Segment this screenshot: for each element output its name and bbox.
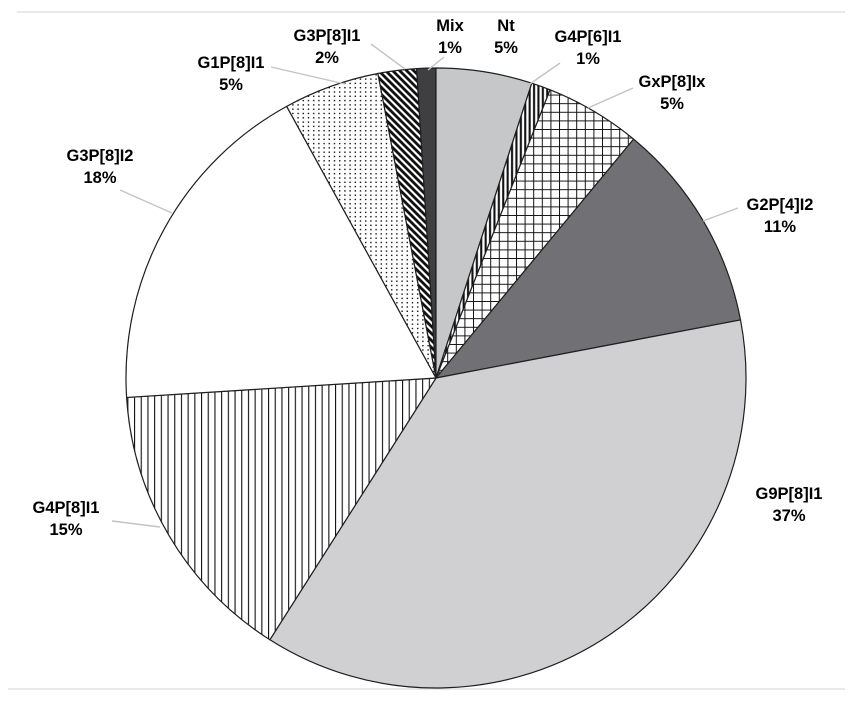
- pie-slices-group: [125, 67, 747, 689]
- slice-percent: 11%: [763, 218, 797, 236]
- pie-label-g1p8i1: G1P[8]I1 5%: [198, 52, 265, 96]
- pie-label-g9p8i1: G9P[8]I1 37%: [756, 483, 823, 527]
- leader-line-g1p8i1: [270, 66, 346, 85]
- slice-percent: 15%: [49, 521, 83, 539]
- pie-slice-g9p8i1: [269, 319, 747, 689]
- pie-label-mix: Mix 1%: [436, 15, 464, 59]
- pie-slice-g3p8i2: [125, 105, 437, 399]
- slice-name: G2P[4]I2: [746, 196, 814, 214]
- pie-label-g2p4i2: G2P[4]I2 11%: [747, 194, 814, 238]
- pie-slice-g4p8i1: [126, 377, 437, 641]
- slice-name: G3P[8]I2: [66, 147, 134, 165]
- slice-name: G4P[8]I1: [32, 499, 100, 517]
- slice-percent: 37%: [772, 507, 806, 525]
- slice-name: G4P[6]I1: [554, 28, 622, 46]
- leader-line-g4p8i1: [111, 520, 161, 528]
- pie-slice-g2p4i2: [435, 138, 742, 379]
- slice-percent: 2%: [315, 49, 339, 67]
- slice-name: GxP[8]Ix: [638, 73, 706, 91]
- leader-line-g4p6i1: [526, 62, 561, 87]
- slice-name: G9P[8]I1: [755, 485, 823, 503]
- slice-percent: 1%: [576, 50, 600, 68]
- slice-name: G1P[8]I1: [197, 54, 265, 72]
- leader-line-g3p8i1: [370, 43, 406, 70]
- slice-name: G3P[8]I1: [293, 27, 361, 45]
- leader-line-mix: [427, 56, 445, 71]
- pie-label-gxp8ix: GxP[8]Ix 5%: [639, 71, 706, 115]
- leader-lines-group: [111, 43, 739, 528]
- slice-percent: 5%: [660, 95, 684, 113]
- pie-label-nt: Nt 5%: [494, 15, 518, 59]
- pie-label-g3p8i1: G3P[8]I1 2%: [294, 25, 361, 69]
- pie-label-g3p8i2: G3P[8]I2 18%: [67, 145, 134, 189]
- slice-name: Nt: [497, 17, 515, 35]
- leader-line-gxp8ix: [587, 87, 634, 109]
- leader-line-g2p4i2: [702, 207, 739, 222]
- slice-percent: 1%: [438, 39, 462, 57]
- slice-percent: 5%: [219, 76, 243, 94]
- leader-line-g3p8i2: [119, 189, 173, 214]
- slice-percent: 5%: [494, 39, 518, 57]
- pie-slice-g3p8i1: [377, 68, 437, 379]
- slice-name: Mix: [436, 17, 464, 35]
- pie-label-g4p6i1: G4P[6]I1 1%: [555, 26, 622, 70]
- slice-percent: 18%: [83, 169, 117, 187]
- pie-label-g4p8i1: G4P[8]I1 15%: [33, 497, 100, 541]
